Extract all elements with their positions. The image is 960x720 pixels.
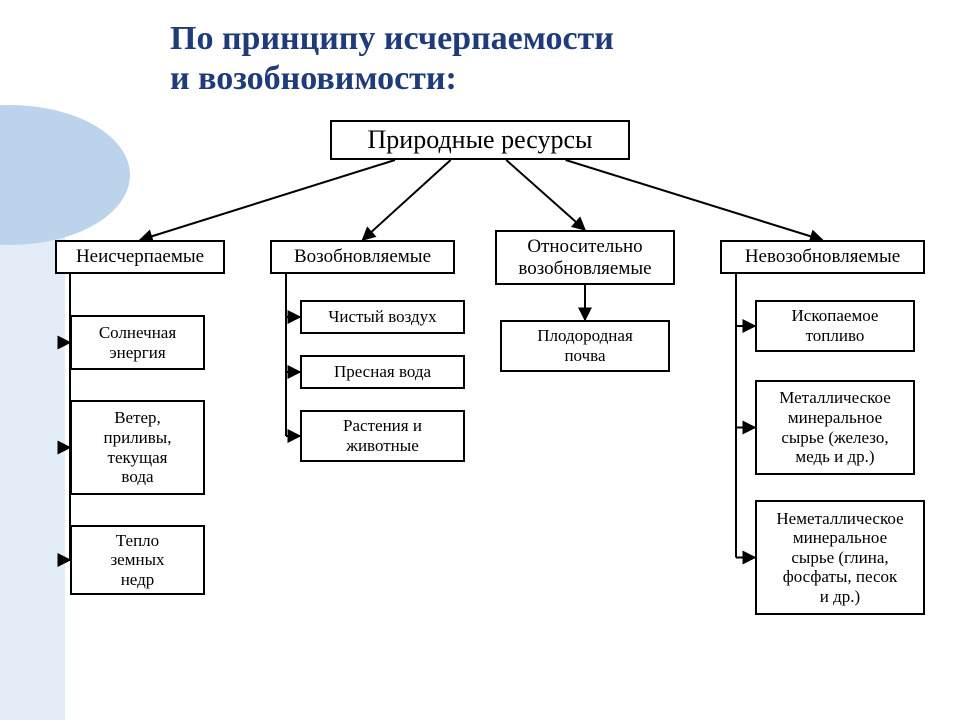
item-неисчерпаемые-2: Тепло земных недр bbox=[70, 525, 205, 595]
item-возобновляемые-2: Растения и животные bbox=[300, 410, 465, 462]
item-невозобновляемые-2: Неметаллическое минеральное сырье (глина… bbox=[755, 500, 925, 615]
item-неисчерпаемые-0: Солнечная энергия bbox=[70, 315, 205, 370]
category-относительно-возобновляемые: Относительно возобновляемые bbox=[495, 230, 675, 285]
root-природные-ресурсы: Природные ресурсы bbox=[330, 120, 630, 160]
item-невозобновляемые-0: Ископаемое топливо bbox=[755, 300, 915, 352]
slide-title-line2: и возобновимости: bbox=[170, 60, 457, 98]
category-невозобновляемые: Невозобновляемые bbox=[720, 240, 925, 274]
item-относительно-возобновляемые-0: Плодородная почва bbox=[500, 320, 670, 372]
item-невозобновляемые-1: Металлическое минеральное сырье (железо,… bbox=[755, 380, 915, 475]
category-неисчерпаемые: Неисчерпаемые bbox=[55, 240, 225, 274]
item-возобновляемые-1: Пресная вода bbox=[300, 355, 465, 389]
slide-title-line1: По принципу исчерпаемости bbox=[170, 20, 614, 58]
item-неисчерпаемые-1: Ветер, приливы, текущая вода bbox=[70, 400, 205, 495]
item-возобновляемые-0: Чистый воздух bbox=[300, 300, 465, 334]
category-возобновляемые: Возобновляемые bbox=[270, 240, 455, 274]
